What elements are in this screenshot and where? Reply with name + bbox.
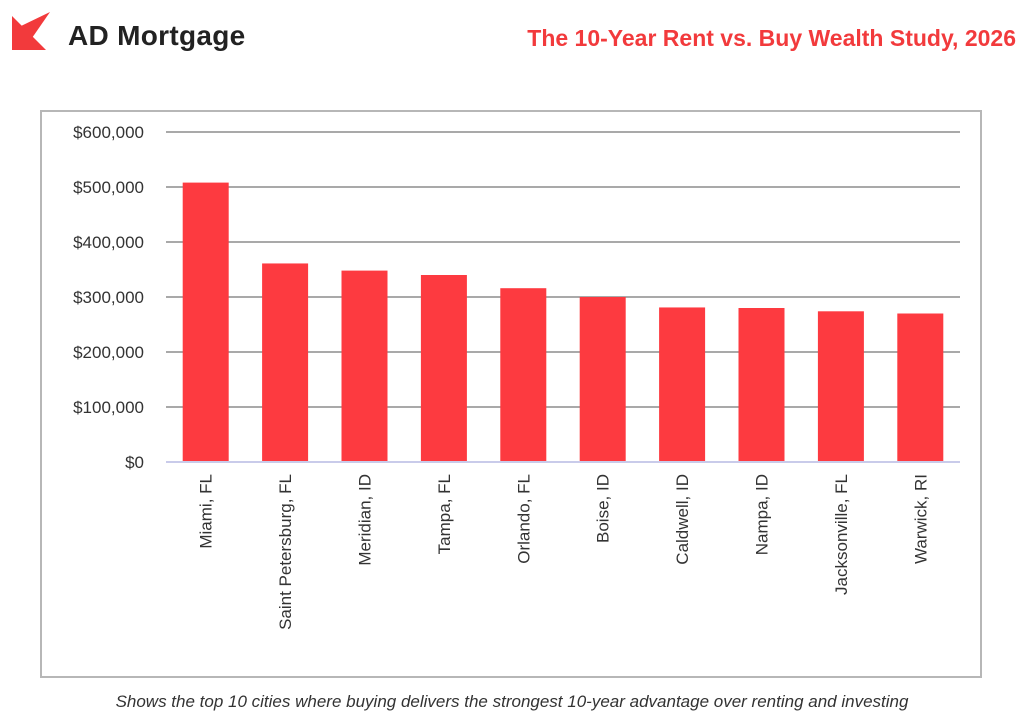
y-tick-label: $500,000 xyxy=(73,178,144,197)
y-tick-label: $100,000 xyxy=(73,398,144,417)
x-tick-label: Tampa, FL xyxy=(435,474,454,554)
bar xyxy=(341,270,388,462)
bars xyxy=(166,182,960,463)
x-tick-label: Nampa, ID xyxy=(753,474,772,555)
bar xyxy=(420,275,467,462)
x-tick-label: Miami, FL xyxy=(197,474,216,549)
bar xyxy=(659,307,706,462)
x-tick-label: Warwick, RI xyxy=(911,474,930,564)
x-tick-label: Caldwell, ID xyxy=(673,474,692,565)
x-tick-label: Saint Petersburg, FL xyxy=(276,474,295,630)
bar xyxy=(579,297,626,462)
bar xyxy=(897,313,944,462)
chart-caption: Shows the top 10 cities where buying del… xyxy=(115,692,909,711)
bar xyxy=(817,311,864,462)
x-tick-label: Meridian, ID xyxy=(356,474,375,566)
y-tick-label: $300,000 xyxy=(73,288,144,307)
y-axis-tick-labels: $0 $100,000 $200,000 $300,000 $400,000 $500,0… xyxy=(73,123,144,472)
x-tick-label: Jacksonville, FL xyxy=(832,474,851,595)
y-tick-label: $600,000 xyxy=(73,123,144,142)
y-tick-label: $200,000 xyxy=(73,343,144,362)
x-tick-label: Orlando, FL xyxy=(514,474,533,564)
chart-frame xyxy=(40,110,982,678)
study-title: The 10-Year Rent vs. Buy Wealth Study, 2… xyxy=(527,25,1016,51)
brand-name: AD Mortgage xyxy=(68,20,246,51)
y-tick-label: $400,000 xyxy=(73,233,144,252)
y-tick-label: $0 xyxy=(125,453,144,472)
bar xyxy=(182,182,229,462)
bar xyxy=(262,263,309,462)
x-tick-label: Boise, ID xyxy=(594,474,613,543)
x-axis-tick-labels: Miami, FL Saint Petersburg, FL Meridian, I… xyxy=(197,474,931,630)
ad-mortgage-logo-icon xyxy=(12,12,50,50)
bar xyxy=(500,288,547,462)
bar xyxy=(738,308,785,462)
